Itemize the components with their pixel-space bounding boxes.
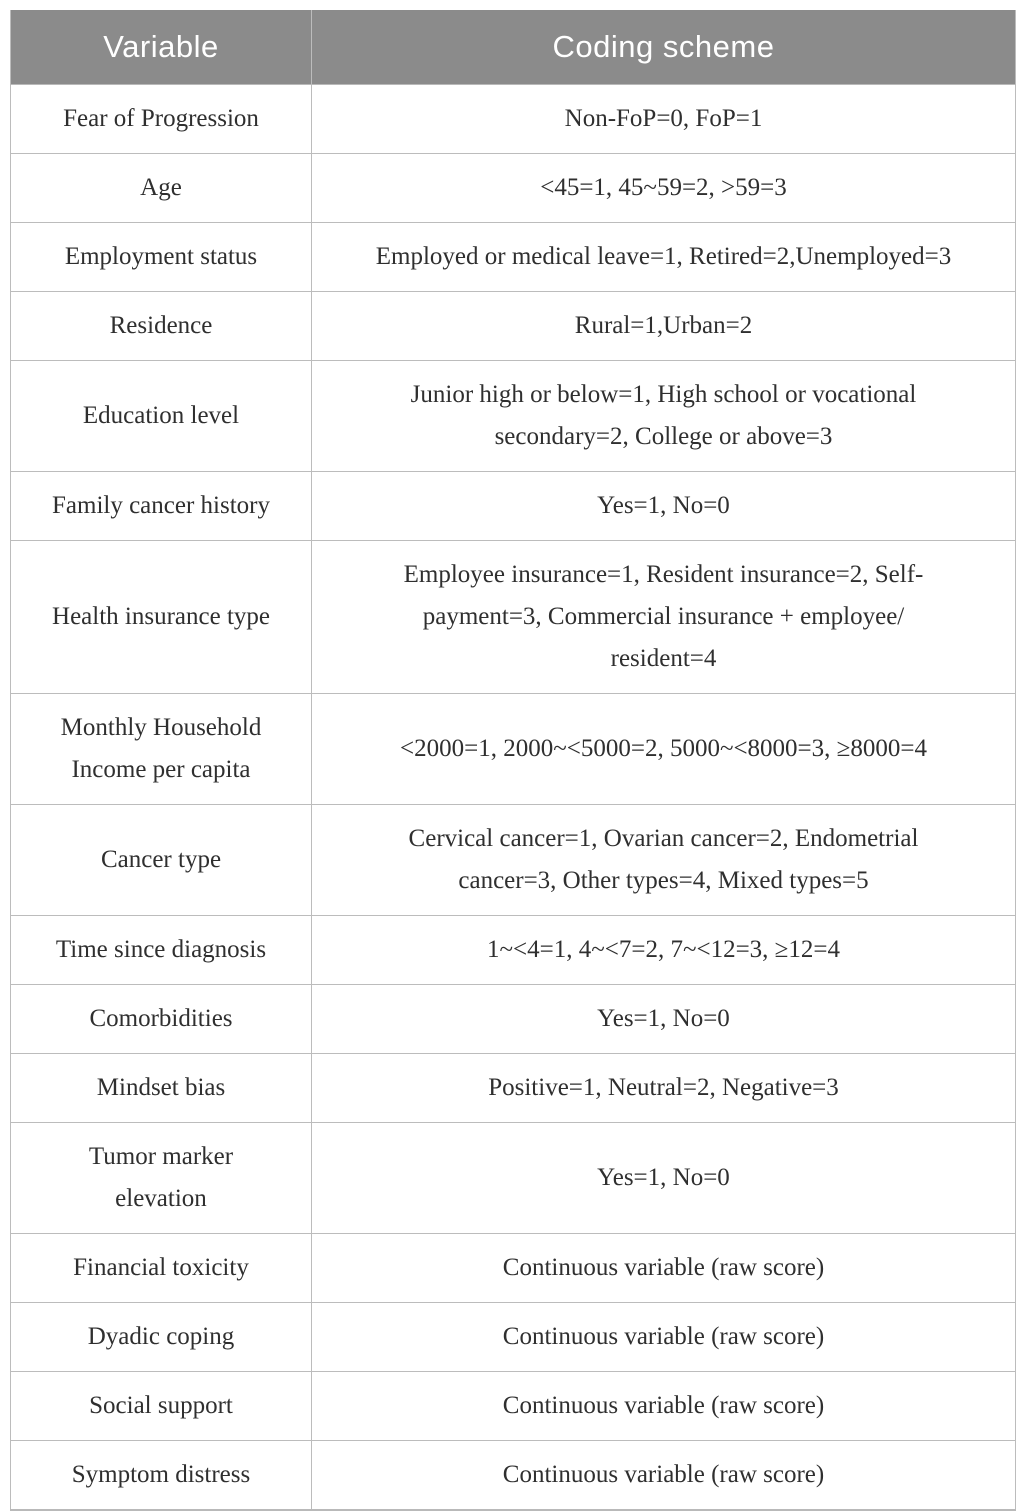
variable-cell: Comorbidities bbox=[10, 984, 312, 1054]
coding-cell: 1~<4=1, 4~<7=2, 7~<12=3, ≥12=4 bbox=[311, 915, 1016, 985]
variable-cell: Monthly Household Income per capita bbox=[10, 693, 312, 805]
table-row-cancer-type: Cancer type Cervical cancer=1, Ovarian c… bbox=[10, 804, 1016, 916]
table-row-financial-toxicity: Financial toxicity Continuous variable (… bbox=[10, 1233, 1016, 1303]
table-row-employment-status: Employment status Employed or medical le… bbox=[10, 222, 1016, 292]
table-row-family-cancer-history: Family cancer history Yes=1, No=0 bbox=[10, 471, 1016, 541]
variable-cell: Health insurance type bbox=[10, 540, 312, 694]
coding-cell: Employed or medical leave=1, Retired=2,U… bbox=[311, 222, 1016, 292]
coding-cell: Yes=1, No=0 bbox=[311, 984, 1016, 1054]
coding-cell: Rural=1,Urban=2 bbox=[311, 291, 1016, 361]
table-row-fear-of-progression: Fear of Progression Non-FoP=0, FoP=1 bbox=[10, 84, 1016, 154]
table-row-comorbidities: Comorbidities Yes=1, No=0 bbox=[10, 984, 1016, 1054]
table-row-health-insurance-type: Health insurance type Employee insurance… bbox=[10, 540, 1016, 694]
table-row-tumor-marker-elevation: Tumor marker elevation Yes=1, No=0 bbox=[10, 1122, 1016, 1234]
table-row-dyadic-coping: Dyadic coping Continuous variable (raw s… bbox=[10, 1302, 1016, 1372]
variable-cell: Cancer type bbox=[10, 804, 312, 916]
coding-cell: Continuous variable (raw score) bbox=[311, 1440, 1016, 1511]
table-row-mindset-bias: Mindset bias Positive=1, Neutral=2, Nega… bbox=[10, 1053, 1016, 1123]
table-body: Fear of Progression Non-FoP=0, FoP=1 Age… bbox=[10, 84, 1016, 1511]
coding-cell: Continuous variable (raw score) bbox=[311, 1233, 1016, 1303]
variable-cell: Employment status bbox=[10, 222, 312, 292]
header-row: Variable Coding scheme bbox=[10, 10, 1016, 85]
table-row-education-level: Education level Junior high or below=1, … bbox=[10, 360, 1016, 472]
coding-cell: Cervical cancer=1, Ovarian cancer=2, End… bbox=[311, 804, 1016, 916]
variable-cell: Fear of Progression bbox=[10, 84, 312, 154]
coding-cell: Continuous variable (raw score) bbox=[311, 1302, 1016, 1372]
table-row-monthly-household-income: Monthly Household Income per capita <200… bbox=[10, 693, 1016, 805]
variable-cell: Financial toxicity bbox=[10, 1233, 312, 1303]
variable-cell: Social support bbox=[10, 1371, 312, 1441]
variable-cell: Residence bbox=[10, 291, 312, 361]
variable-cell: Tumor marker elevation bbox=[10, 1122, 312, 1234]
coding-cell: Yes=1, No=0 bbox=[311, 471, 1016, 541]
table-row-residence: Residence Rural=1,Urban=2 bbox=[10, 291, 1016, 361]
table-row-symptom-distress: Symptom distress Continuous variable (ra… bbox=[10, 1440, 1016, 1511]
table-row-age: Age <45=1, 45~59=2, >59=3 bbox=[10, 153, 1016, 223]
coding-cell: <45=1, 45~59=2, >59=3 bbox=[311, 153, 1016, 223]
coding-scheme-table: Variable Coding scheme Fear of Progressi… bbox=[10, 10, 1016, 1511]
coding-cell: Continuous variable (raw score) bbox=[311, 1371, 1016, 1441]
coding-cell: Employee insurance=1, Resident insurance… bbox=[311, 540, 1016, 694]
coding-cell: <2000=1, 2000~<5000=2, 5000~<8000=3, ≥80… bbox=[311, 693, 1016, 805]
table-row-time-since-diagnosis: Time since diagnosis 1~<4=1, 4~<7=2, 7~<… bbox=[10, 915, 1016, 985]
variable-cell: Mindset bias bbox=[10, 1053, 312, 1123]
column-header-variable: Variable bbox=[10, 10, 312, 85]
coding-cell: Junior high or below=1, High school or v… bbox=[311, 360, 1016, 472]
column-header-coding-scheme: Coding scheme bbox=[311, 10, 1016, 85]
coding-scheme-table-container: Variable Coding scheme Fear of Progressi… bbox=[10, 10, 1016, 1511]
variable-cell: Family cancer history bbox=[10, 471, 312, 541]
coding-cell: Positive=1, Neutral=2, Negative=3 bbox=[311, 1053, 1016, 1123]
coding-cell: Non-FoP=0, FoP=1 bbox=[311, 84, 1016, 154]
table-row-social-support: Social support Continuous variable (raw … bbox=[10, 1371, 1016, 1441]
variable-cell: Symptom distress bbox=[10, 1440, 312, 1511]
variable-cell: Dyadic coping bbox=[10, 1302, 312, 1372]
coding-cell: Yes=1, No=0 bbox=[311, 1122, 1016, 1234]
variable-cell: Time since diagnosis bbox=[10, 915, 312, 985]
table-header: Variable Coding scheme bbox=[10, 10, 1016, 85]
variable-cell: Age bbox=[10, 153, 312, 223]
variable-cell: Education level bbox=[10, 360, 312, 472]
